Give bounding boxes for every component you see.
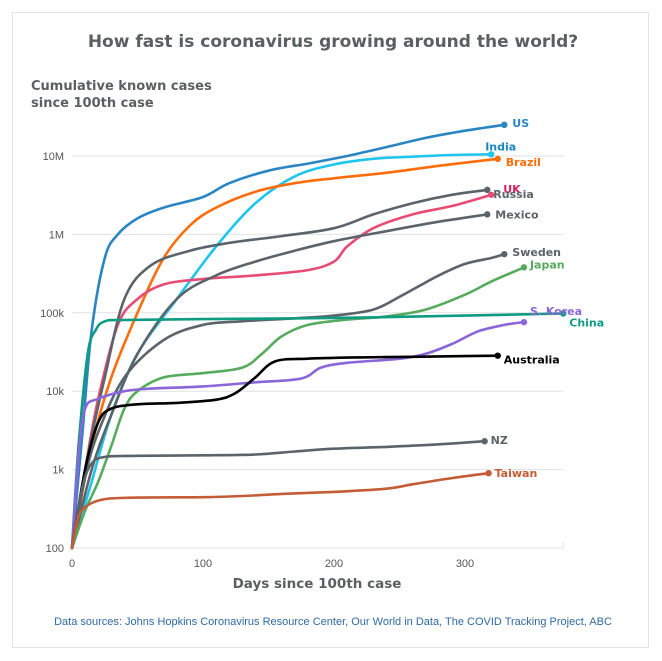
series-label-nz: NZ	[491, 434, 508, 447]
series-mexico	[70, 211, 491, 550]
series-label-s-korea: S. Korea	[530, 305, 582, 318]
series-line-us	[70, 123, 506, 550]
x-tick-label: 100	[194, 558, 212, 570]
series-label-japan: Japan	[529, 258, 565, 271]
gridlines	[72, 155, 564, 549]
y-axis-label-line-2: since 100th case	[31, 96, 154, 111]
series-line-taiwan	[70, 471, 490, 550]
series-label-russia: Russia	[493, 188, 534, 201]
series-label-sweden: Sweden	[512, 246, 561, 259]
series-uk	[70, 191, 495, 550]
end-marker-taiwan	[485, 469, 492, 477]
series-label-china: China	[569, 316, 604, 329]
series-sweden	[70, 250, 508, 550]
x-tick-label: 300	[456, 558, 474, 570]
series-us	[70, 121, 508, 550]
end-marker-mexico	[484, 211, 491, 218]
end-marker-brazil	[494, 155, 501, 163]
series-nz	[70, 438, 488, 550]
series-label-brazil: Brazil	[506, 156, 541, 169]
x-tick-label: 200	[325, 558, 343, 570]
end-marker-us	[501, 121, 508, 129]
end-marker-japan	[520, 264, 528, 271]
chart-title: How fast is coronavirus growing around t…	[88, 32, 578, 52]
series-brazil	[70, 155, 501, 550]
end-marker-china	[560, 310, 567, 317]
y-tick-label: 1k	[52, 465, 64, 477]
series-label-taiwan: Taiwan	[495, 467, 538, 480]
end-marker-nz	[481, 438, 488, 445]
series-line-india	[70, 153, 493, 550]
x-tick-label: 0	[69, 558, 75, 570]
series-label-uk: UK	[503, 183, 521, 196]
series-line-russia	[70, 188, 489, 550]
series-label-mexico: Mexico	[495, 208, 539, 221]
x-axis-label: Days since 100th case	[233, 576, 402, 592]
series-line-nz	[70, 439, 486, 550]
chart-frame	[12, 12, 649, 648]
y-tick-label: 10M	[43, 151, 64, 163]
y-tick-label: 1M	[49, 229, 64, 241]
series-label-india: India	[485, 140, 516, 153]
y-tick-label: 100	[46, 543, 64, 555]
end-marker-s-korea	[520, 318, 528, 326]
data-sources-note: Data sources: Johns Hopkins Coronavirus …	[54, 616, 612, 628]
x-tick-labels: 0 100 200 300	[69, 558, 474, 570]
y-tick-labels: 100 1k 10k 100k 1M 10M	[40, 151, 64, 555]
series-lines	[70, 121, 567, 550]
y-axis-label-line-1: Cumulative known cases	[31, 79, 212, 94]
series-china	[70, 310, 567, 550]
end-marker-uk	[488, 191, 495, 198]
series-line-china	[70, 312, 565, 550]
series-taiwan	[70, 469, 492, 550]
series-line-mexico	[70, 213, 489, 550]
series-russia	[70, 186, 491, 550]
y-tick-label: 10k	[46, 386, 64, 398]
series-japan	[70, 264, 528, 550]
series-line-australia	[70, 354, 500, 550]
series-label-australia: Australia	[504, 354, 560, 367]
end-marker-sweden	[501, 250, 508, 258]
end-marker-russia	[484, 186, 491, 194]
series-s-korea	[70, 318, 528, 550]
series-line-japan	[70, 266, 526, 550]
end-marker-india	[488, 151, 495, 158]
series-line-s-korea	[70, 320, 526, 550]
series-australia	[70, 352, 501, 550]
series-label-us: US	[512, 117, 529, 130]
series-line-brazil	[70, 157, 500, 550]
end-marker-australia	[494, 352, 501, 359]
y-tick-label: 100k	[40, 308, 64, 320]
series-line-uk	[70, 193, 493, 550]
